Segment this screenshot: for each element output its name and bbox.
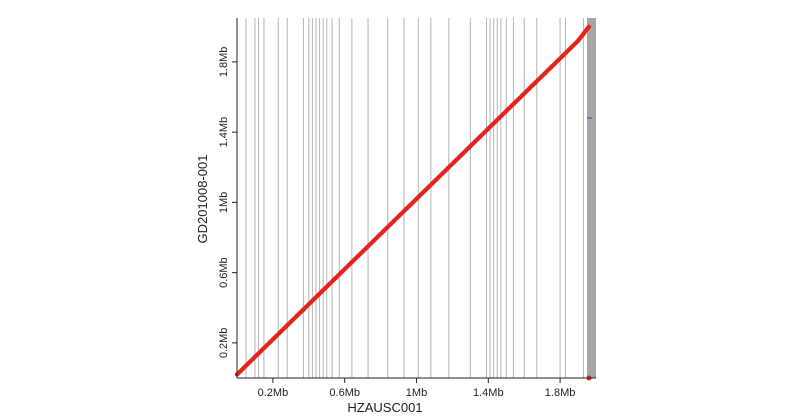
- x-axis: 0.2Mb 0.6Mb 1Mb 1.4Mb 1.8Mb: [237, 377, 596, 399]
- x-tick-label: 0.6Mb: [329, 387, 360, 399]
- alignment-points: [234, 24, 592, 381]
- y-axis: 0.2Mb 0.6Mb 1Mb 1.4Mb 1.8Mb: [218, 18, 238, 378]
- y-axis-title: GD201008-001: [195, 155, 210, 244]
- y-tick-label: 1.8Mb: [218, 47, 230, 78]
- right-edge-band: [587, 18, 596, 378]
- x-axis-title: HZAUSC001: [347, 400, 422, 415]
- y-tick-label: 0.2Mb: [218, 328, 230, 359]
- x-tick-label: 0.2Mb: [258, 387, 289, 399]
- y-tick-label: 1Mb: [218, 192, 230, 213]
- y-tick-label: 1.4Mb: [218, 117, 230, 148]
- alignment-point: [586, 24, 592, 29]
- x-tick-label: 1.4Mb: [473, 387, 504, 399]
- y-tick-label: 0.6Mb: [218, 257, 230, 288]
- contig-boundary-lines: [245, 18, 584, 378]
- x-tick-label: 1.8Mb: [545, 387, 576, 399]
- x-tick-label: 1Mb: [406, 387, 427, 399]
